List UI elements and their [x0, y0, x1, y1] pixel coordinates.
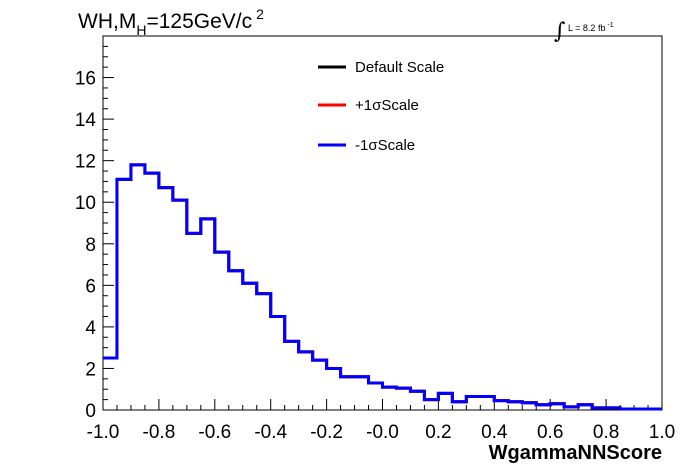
lumi-text: L = 8.2 fb — [568, 23, 605, 33]
lumi-integral-sign: ∫ — [554, 19, 566, 44]
x-axis-label: WgammaNNScore — [489, 442, 662, 464]
series-line-3 — [103, 163, 662, 411]
x-tick-label: 0.6 — [537, 422, 563, 443]
x-tick-label: -0.2 — [310, 422, 343, 443]
chart-title: WH,MH=125GeV/c 2 — [78, 6, 264, 38]
axis-tick-labels: -1.0 -0.8 -0.6 -0.4 -0.2 -0.0 0.2 0.4 0.6 0.8 1.0 0… — [75, 69, 675, 443]
legend-entry: Default Scale — [355, 59, 444, 76]
y-tick-label: 0 — [85, 401, 96, 422]
legend: Default Scale +1σScale -1σScale — [318, 59, 444, 154]
x-tick-label: 0.8 — [593, 422, 619, 443]
x-tick-label: -1.0 — [87, 422, 120, 443]
lumi-superscript: -1 — [607, 22, 613, 29]
title-subscript: H — [136, 22, 146, 38]
histogram-series — [103, 163, 662, 411]
y-tick-label: 10 — [75, 193, 96, 214]
y-tick-label: 6 — [85, 276, 96, 297]
y-tick-label: 12 — [75, 152, 96, 173]
y-tick-label: 8 — [85, 235, 96, 256]
title-after: =125GeV/c — [146, 10, 252, 33]
y-tick-label: 4 — [85, 318, 96, 339]
title-superscript: 2 — [256, 6, 264, 22]
legend-entry: -1σScale — [355, 137, 415, 154]
y-tick-label: 2 — [85, 359, 96, 380]
y-tick-label: 16 — [75, 69, 96, 90]
x-tick-label: -0.0 — [366, 422, 399, 443]
lumi-label: L = 8.2 fb -1 — [568, 22, 614, 33]
x-tick-label: 0.2 — [425, 422, 451, 443]
x-tick-label: -0.8 — [143, 422, 176, 443]
title-main: WH,M — [78, 10, 136, 33]
y-tick-label: 14 — [75, 110, 97, 131]
x-tick-label: 0.4 — [481, 422, 508, 443]
x-tick-label: -0.4 — [254, 422, 287, 443]
x-tick-label: 1.0 — [649, 422, 675, 443]
x-tick-label: -0.6 — [198, 422, 231, 443]
legend-entry: +1σScale — [355, 97, 419, 114]
